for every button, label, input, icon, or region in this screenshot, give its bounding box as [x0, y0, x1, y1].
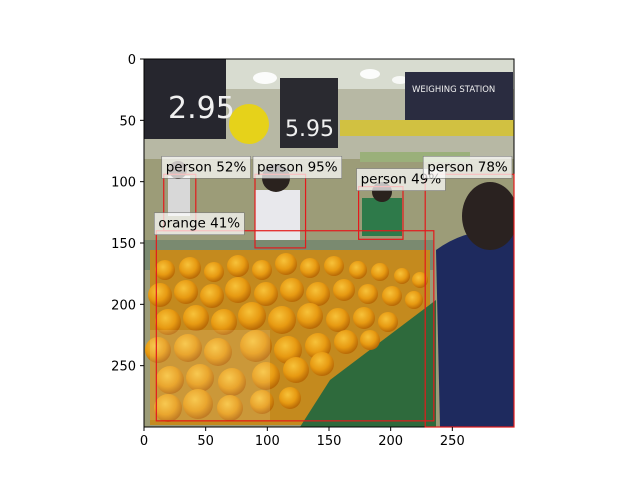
photo: 2.95 5.95 WEIGHING STATION [144, 59, 514, 427]
detection-label-background [252, 156, 343, 179]
detection-box [155, 230, 435, 422]
y-tick-label: 200 [111, 298, 136, 313]
detection-label-background [154, 212, 245, 236]
detection-label: person 49% [361, 172, 442, 188]
y-tick-label: 250 [111, 360, 136, 375]
detection-label: person 95% [257, 159, 338, 175]
y-axis: 0 50 100 150 200 250 [111, 53, 144, 375]
x-axis: 0 50 100 150 200 250 [140, 427, 465, 449]
detection-label-background [422, 156, 513, 179]
detection-label: person 78% [427, 159, 508, 175]
x-tick-label: 100 [255, 434, 280, 449]
x-tick-label: 250 [440, 434, 465, 449]
price-sign-left-text: 2.95 [168, 91, 235, 126]
store-logo [229, 104, 269, 144]
detection-label: person 52% [166, 159, 247, 175]
weighing-station-sign [405, 72, 513, 120]
price-sign-left [144, 59, 226, 139]
y-tick-label: 100 [111, 176, 136, 191]
x-tick-label: 150 [317, 434, 342, 449]
y-tick-label: 150 [111, 237, 136, 252]
y-tick-label: 50 [119, 114, 136, 129]
x-tick-label: 50 [197, 434, 214, 449]
x-tick-label: 200 [378, 434, 403, 449]
detection-label-background [161, 156, 251, 179]
detection-label: orange 41% [158, 216, 240, 232]
price-sign-mid-text: 5.95 [285, 117, 334, 142]
oranges [145, 253, 428, 422]
x-tick-label: 0 [140, 434, 148, 449]
price-sign-mid [280, 78, 338, 148]
weighing-station-sign-text: WEIGHING STATION [412, 85, 495, 95]
detection-labels: person 52% person 95% person 49%person 78%… [154, 156, 513, 236]
y-tick-label: 0 [128, 53, 136, 68]
